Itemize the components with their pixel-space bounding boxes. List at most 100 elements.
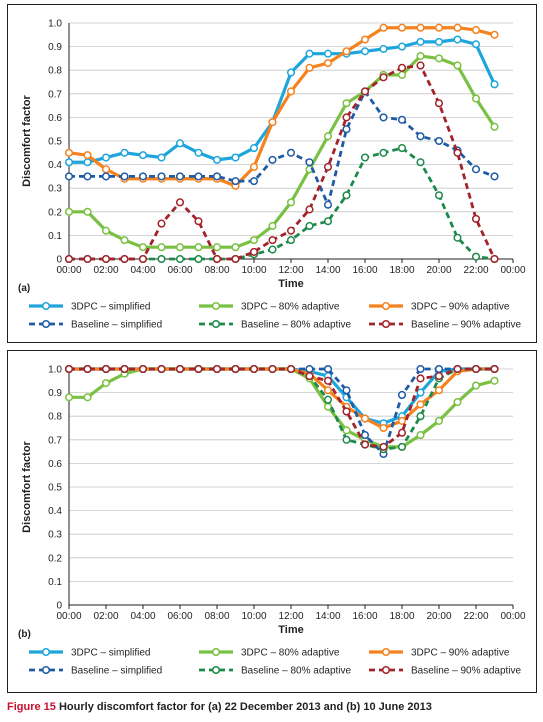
chart-a-data-point — [360, 35, 370, 44]
chart-b-data-point — [416, 364, 425, 374]
chart-a-data-point — [342, 113, 351, 122]
chart-b-data-point — [83, 364, 92, 374]
chart-b-data-point — [379, 442, 388, 451]
chart-a-data-point — [323, 200, 333, 209]
chart-a-x-tick-label: 20:00 — [426, 265, 451, 276]
chart-b-y-tick-label: 0.6 — [48, 459, 62, 470]
chart-a-data-point — [138, 254, 148, 264]
chart-a-data-point — [101, 254, 111, 264]
chart-b-x-tick-label: 14:00 — [315, 611, 340, 622]
chart-b-data-point — [286, 364, 296, 374]
chart-a-data-point — [453, 23, 462, 32]
chart-a-data-point — [64, 172, 74, 181]
chart-a-data-point — [231, 177, 240, 186]
chart-b-x-tick-label: 22:00 — [463, 611, 488, 622]
chart-b-data-point — [342, 435, 351, 444]
chart-b-x-tick-label: 10:00 — [241, 611, 266, 622]
chart-a-x-tick-label: 00:00 — [56, 265, 81, 276]
chart-a-y-tick-label: 0.5 — [48, 137, 62, 148]
chart-a-x-axis-title: Time — [278, 278, 303, 290]
chart-b-data-point — [175, 364, 185, 374]
chart-a-data-point — [342, 99, 351, 108]
chart-b-data-point — [453, 364, 462, 374]
chart-a-data-point — [416, 23, 425, 32]
chart-a-data-point — [268, 236, 277, 245]
chart-b-data-point — [157, 364, 166, 374]
chart-a-legend-label: Baseline – 90% adaptive — [411, 320, 522, 331]
chart-b-y-tick-label: 0.7 — [48, 435, 62, 446]
chart-a-data-point — [490, 122, 499, 131]
chart-a-data-point — [83, 254, 92, 264]
chart-a-data-point — [416, 61, 425, 70]
chart-a-legend-label: Baseline – 80% adaptive — [241, 320, 352, 331]
chart-a-data-point — [434, 54, 444, 63]
chart-b-x-tick-label: 00:00 — [500, 611, 525, 622]
chart-a-legend-marker — [211, 319, 221, 329]
chart-a-data-point — [360, 153, 370, 162]
chart-a-data-point — [323, 132, 333, 141]
chart-b-legend-label: 3DPC – 90% adaptive — [411, 648, 510, 659]
chart-a-data-point — [453, 233, 462, 242]
chart-a-data-point — [212, 254, 222, 264]
chart-a-data-point — [323, 217, 333, 226]
chart-a-data-point — [471, 165, 481, 174]
chart-a-legend-marker — [381, 319, 391, 329]
chart-a-legend-marker — [381, 301, 391, 311]
chart-b-data-point — [397, 390, 407, 400]
chart-a-data-point — [101, 153, 111, 162]
chart-b-data-point — [64, 393, 74, 402]
chart-a-data-point — [120, 254, 129, 264]
chart-b-data-point — [323, 364, 333, 374]
chart-a-data-point — [416, 51, 425, 61]
chart-a-data-point — [305, 221, 314, 231]
chart-a-y-tick-label: 0 — [56, 255, 62, 266]
chart-a-data-point — [434, 136, 444, 146]
chart-a-data-point — [397, 23, 407, 32]
chart-a-y-tick-label: 0.7 — [48, 89, 62, 100]
chart-b-y-tick-label: 0 — [56, 601, 62, 612]
chart-a-data-point — [249, 177, 259, 186]
chart-a-data-point — [286, 87, 296, 96]
chart-b-data-point — [323, 386, 333, 395]
chart-a-data-point — [379, 44, 388, 54]
chart-a-x-tick-label: 00:00 — [500, 265, 525, 276]
chart-a-x-tick-label: 06:00 — [167, 265, 192, 276]
chart-b-x-tick-label: 02:00 — [93, 611, 118, 622]
chart-a-data-point — [342, 125, 351, 134]
chart-b-data-point — [120, 364, 129, 374]
chart-a-data-point — [194, 217, 203, 226]
chart-a-data-point — [453, 61, 462, 70]
chart-a-data-point — [323, 49, 333, 58]
chart-a-data-point — [138, 172, 148, 181]
chart-b-data-point — [323, 402, 333, 411]
chart-a-data-point — [64, 207, 74, 216]
chart-a-data-point — [286, 226, 296, 235]
chart-b-data-point — [490, 364, 499, 374]
chart-b-data-point — [323, 395, 333, 404]
chart-b-data-point — [471, 364, 481, 374]
chart-a-data-point — [101, 165, 111, 174]
chart-b-x-axis-title: Time — [278, 624, 303, 636]
chart-a-legend-label: 3DPC – 80% adaptive — [241, 302, 340, 313]
chart-a-data-point — [101, 172, 111, 181]
chart-a-data-point — [379, 113, 388, 122]
chart-b-data-point — [305, 372, 314, 381]
chart-b-y-tick-label: 0.4 — [48, 506, 62, 517]
chart-a-data-point — [286, 236, 296, 245]
chart-b-legend-label: Baseline – 80% adaptive — [241, 666, 352, 677]
chart-a-data-point — [212, 243, 222, 252]
figure-caption-text: Hourly discomfort factor for (a) 22 Dece… — [58, 701, 432, 713]
chart-b-data-point — [397, 428, 407, 437]
chart-b-legend-marker — [381, 647, 391, 657]
chart-a-data-point — [286, 148, 296, 157]
chart-b-legend-label: 3DPC – 80% adaptive — [241, 648, 340, 659]
chart-b-x-tick-label: 00:00 — [56, 611, 81, 622]
panel-b: 0 0.1 0.2 0.3 0.4 0.5 0.6 0.7 0.8 0.9 1.0 00:00 02:0… — [7, 350, 537, 693]
chart-b-data-point — [101, 379, 111, 388]
chart-b-x-tick-label: 08:00 — [204, 611, 229, 622]
chart-b-y-tick-label: 0.8 — [48, 412, 62, 423]
chart-a-data-point — [434, 191, 444, 200]
chart-a-data-point — [471, 252, 481, 261]
chart-a-data-point — [249, 247, 259, 256]
chart-b-y-tick-label: 0.3 — [48, 530, 62, 541]
